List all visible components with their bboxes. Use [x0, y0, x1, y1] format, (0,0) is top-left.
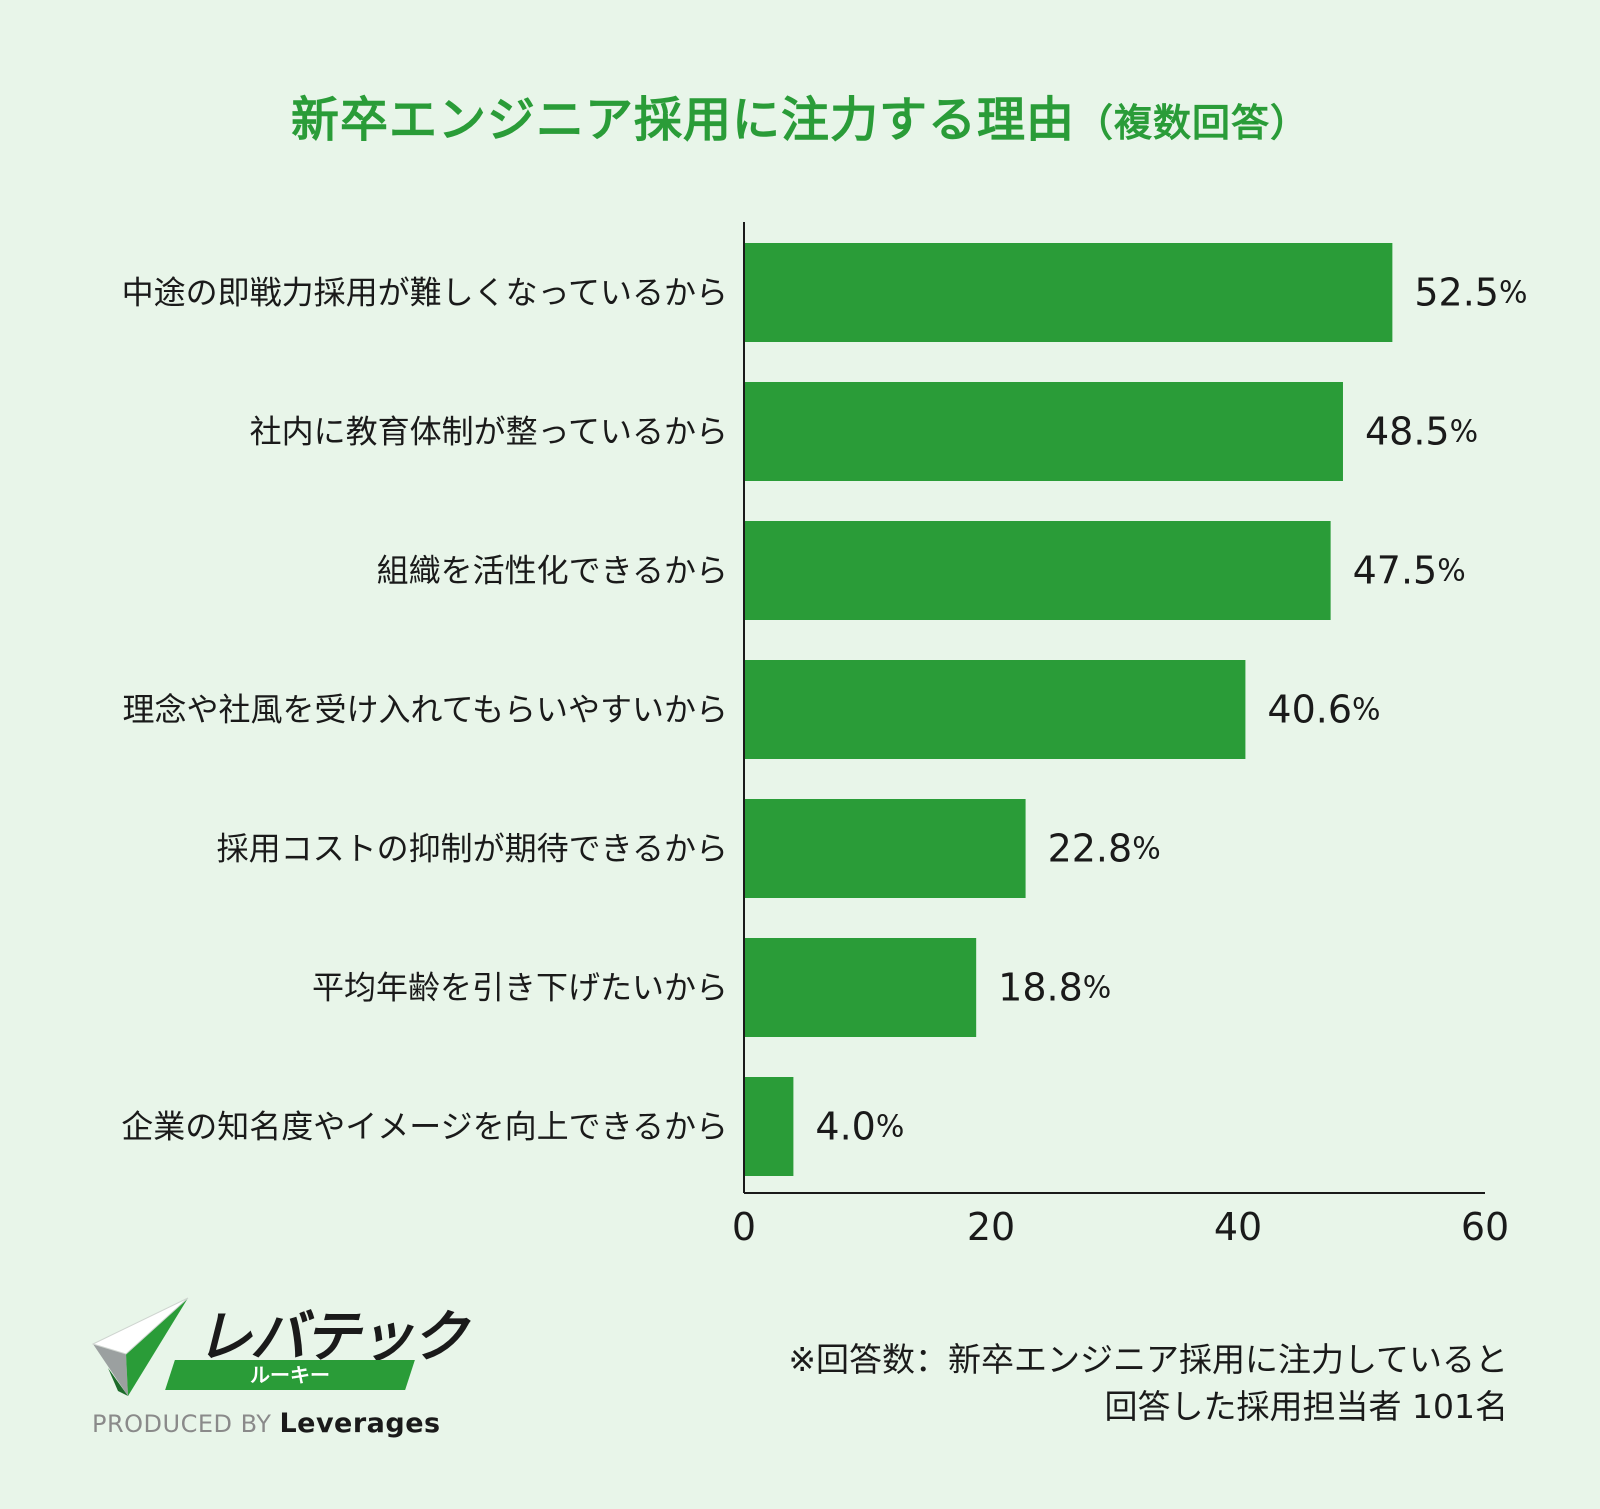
- value-label: 48.5%: [1365, 410, 1478, 454]
- bar: [744, 799, 1026, 898]
- footnote-line-1: ※回答数：新卒エンジニア採用に注力していると: [788, 1340, 1508, 1379]
- value-label: 47.5%: [1353, 549, 1466, 593]
- category-label: 中途の即戦力採用が難しくなっているから: [122, 274, 728, 312]
- value-suffix: %: [876, 1109, 905, 1144]
- value-number: 48.5: [1365, 410, 1450, 454]
- value-label: 18.8%: [998, 966, 1111, 1010]
- bar: [744, 382, 1343, 481]
- value-suffix: %: [1352, 692, 1381, 727]
- axes-group: [743, 222, 1485, 1194]
- bar: [744, 521, 1331, 620]
- value-suffix: %: [1132, 831, 1161, 866]
- value-labels: 52.5%48.5%47.5%40.6%22.8%18.8%4.0%: [815, 271, 1527, 1149]
- value-number: 22.8: [1048, 827, 1133, 871]
- x-tick-label: 0: [732, 1205, 756, 1249]
- value-suffix: %: [1450, 414, 1479, 449]
- bar: [744, 938, 977, 1037]
- value-number: 18.8: [998, 966, 1083, 1010]
- company-name: Leverages: [279, 1408, 441, 1439]
- value-number: 47.5: [1353, 549, 1438, 593]
- value-number: 40.6: [1267, 688, 1352, 732]
- bar: [744, 1077, 794, 1176]
- category-label: 社内に教育体制が整っているから: [250, 413, 728, 451]
- produced-by-label: PRODUCED BY: [92, 1410, 272, 1438]
- category-label: 採用コストの抑制が期待できるから: [217, 830, 728, 868]
- logo-sub-text: ルーキー: [250, 1363, 330, 1387]
- x-tick-label: 20: [967, 1205, 1015, 1249]
- x-tick-label: 60: [1461, 1205, 1509, 1249]
- category-label: 平均年齢を引き下げたいから: [312, 969, 728, 1007]
- value-label: 52.5%: [1414, 271, 1527, 315]
- produced-by: PRODUCED BY Leverages: [92, 1408, 441, 1439]
- chart-title: 新卒エンジニア採用に注力する理由（複数回答）: [0, 88, 1600, 155]
- value-label: 40.6%: [1267, 688, 1380, 732]
- x-tick-label: 40: [1214, 1205, 1262, 1249]
- logo-name: レバテック: [196, 1305, 468, 1370]
- chart-title-main: 新卒エンジニア採用に注力する理由: [290, 92, 1075, 148]
- tick-labels: 0 20 40 60: [732, 1205, 1509, 1249]
- value-label: 22.8%: [1048, 827, 1161, 871]
- chart-title-sub: （複数回答）: [1075, 101, 1310, 145]
- bar: [744, 660, 1246, 759]
- footnote: ※回答数：新卒エンジニア採用に注力していると 回答した採用担当者 101名: [788, 1336, 1508, 1430]
- value-suffix: %: [1499, 275, 1528, 310]
- value-number: 4.0: [815, 1105, 875, 1149]
- category-labels: 中途の即戦力採用が難しくなっているから社内に教育体制が整っているから組織を活性化…: [121, 274, 728, 1146]
- checkmark-logo-icon: [91, 1297, 189, 1396]
- brand-logo: レバテック ルーキー PRODUCED BY Leverages: [88, 1297, 468, 1439]
- value-label: 4.0%: [815, 1105, 904, 1149]
- footnote-line-2: 回答した採用担当者 101名: [1104, 1387, 1508, 1426]
- category-label: 組織を活性化できるから: [377, 552, 728, 590]
- category-label: 企業の知名度やイメージを向上できるから: [121, 1108, 728, 1146]
- value-suffix: %: [1083, 970, 1112, 1005]
- value-suffix: %: [1437, 553, 1466, 588]
- logo-sub-badge: ルーキー: [165, 1360, 415, 1390]
- bar: [744, 243, 1393, 342]
- bars-group: [744, 243, 1393, 1176]
- bar-chart: 中途の即戦力採用が難しくなっているから社内に教育体制が整っているから組織を活性化…: [121, 222, 1528, 1249]
- value-number: 52.5: [1414, 271, 1499, 315]
- category-label: 理念や社風を受け入れてもらいやすいから: [123, 691, 728, 729]
